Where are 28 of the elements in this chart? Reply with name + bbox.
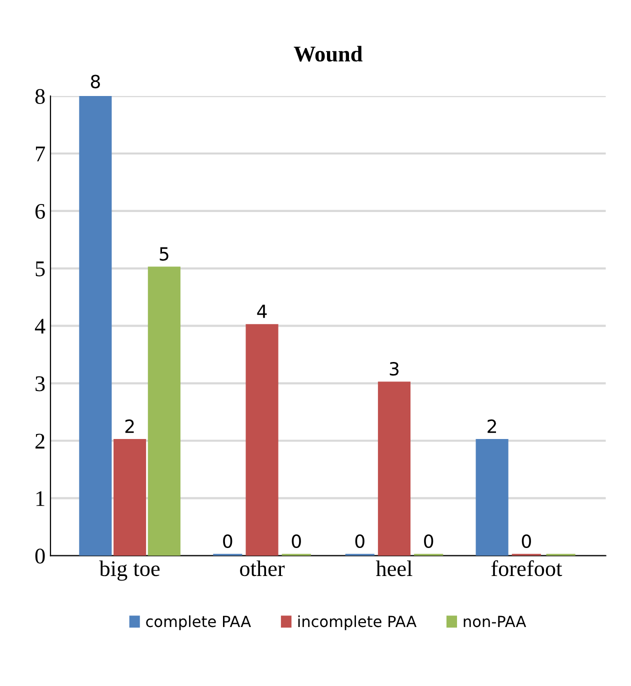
x-tick-label: other bbox=[240, 560, 285, 576]
data-label: 2 bbox=[125, 419, 134, 433]
y-tick-label: 2 bbox=[35, 434, 44, 448]
data-label: 0 bbox=[424, 534, 434, 548]
y-tick-label: 1 bbox=[36, 491, 44, 506]
data-label: 0 bbox=[223, 534, 232, 548]
data-label: 8 bbox=[90, 74, 100, 88]
y-tick-label: 4 bbox=[34, 318, 46, 334]
y-tick-label: 7 bbox=[36, 146, 45, 162]
data-label: 0 bbox=[522, 534, 531, 548]
data-label: 0 bbox=[292, 534, 301, 548]
x-tick-label: heel bbox=[376, 560, 412, 576]
x-tick-label: big toe bbox=[99, 560, 160, 581]
legend-label: complete PAA bbox=[146, 615, 251, 630]
legend-label: incomplete PAA bbox=[298, 615, 416, 630]
y-tick-label: 0 bbox=[35, 548, 45, 564]
chart-title: Wound bbox=[294, 46, 362, 62]
x-tick-label: forefoot bbox=[491, 560, 562, 576]
data-label: 3 bbox=[390, 362, 399, 376]
y-tick-label: 6 bbox=[35, 204, 45, 219]
y-tick-label: 3 bbox=[36, 376, 45, 392]
data-label: 0 bbox=[355, 534, 364, 548]
data-label: 5 bbox=[160, 247, 168, 261]
data-label: 2 bbox=[488, 419, 496, 433]
y-tick-label: 8 bbox=[35, 88, 45, 104]
legend-label: non-PAA bbox=[464, 616, 526, 628]
y-tick-label: 5 bbox=[36, 262, 45, 276]
data-label: 4 bbox=[257, 304, 267, 318]
